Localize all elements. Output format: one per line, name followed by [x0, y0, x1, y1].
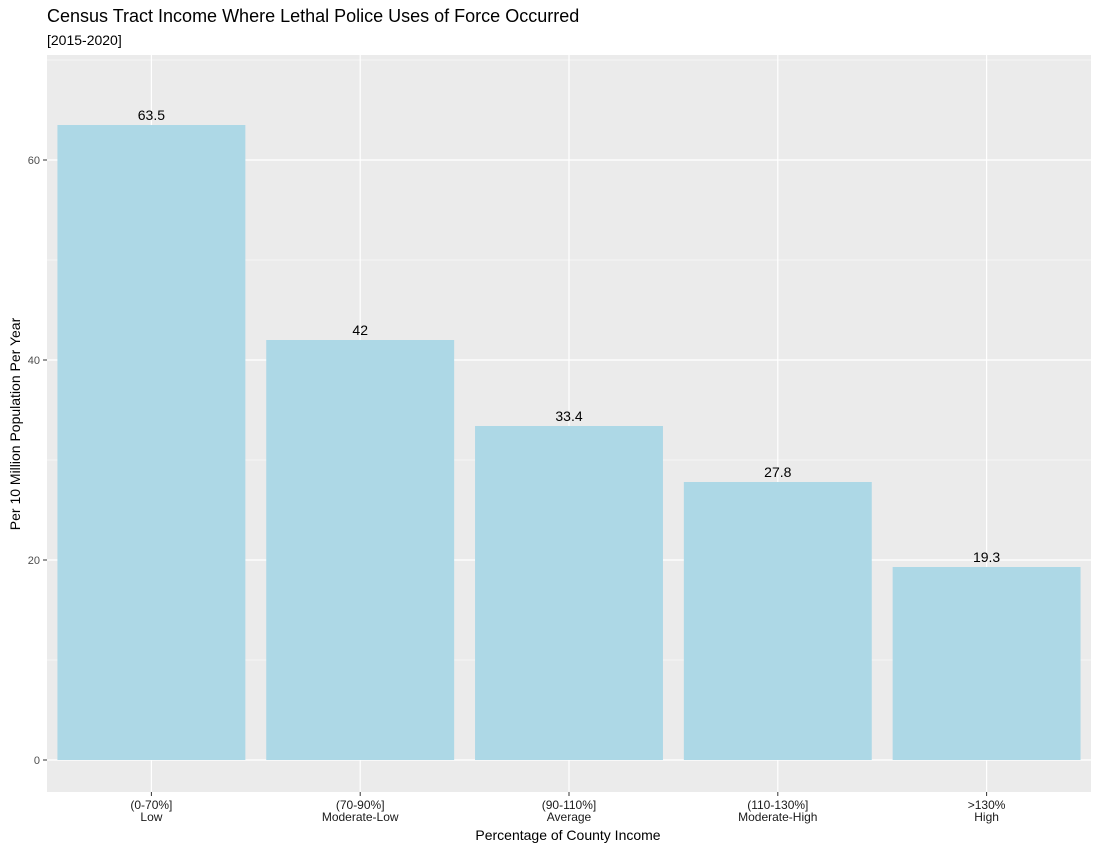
data-labels: 63.5 42 33.4 27.8 19.3: [138, 107, 1001, 565]
x-tick-label-range: (90-110%]: [542, 798, 596, 812]
x-tick-label-name: Low: [140, 810, 162, 824]
bar: [266, 340, 455, 760]
data-label: 63.5: [138, 107, 165, 123]
y-axis: 0 20 40 60: [28, 155, 47, 767]
chart-subtitle: [2015-2020]: [47, 32, 122, 48]
data-label: 27.8: [764, 464, 791, 480]
x-tick-label-name: High: [974, 810, 999, 824]
chart-title: Census Tract Income Where Lethal Police …: [47, 6, 579, 26]
x-tick-label-range: >130%: [968, 798, 1006, 812]
y-tick-label: 20: [28, 555, 40, 567]
bar: [57, 125, 246, 760]
bar: [892, 567, 1081, 760]
data-label: 42: [352, 322, 368, 338]
bars: [57, 125, 1081, 760]
bar: [683, 482, 872, 760]
y-tick-label: 40: [28, 355, 40, 367]
y-axis-title: Per 10 Million Population Per Year: [7, 317, 23, 530]
x-tick-label-range: (0-70%]: [130, 798, 172, 812]
bar: [475, 426, 663, 760]
x-tick-label-range: (110-130%]: [747, 798, 808, 812]
x-tick-label-name: Average: [547, 810, 592, 824]
x-tick-label-name: Moderate-Low: [322, 810, 399, 824]
x-axis-title: Percentage of County Income: [475, 827, 660, 843]
y-tick-label: 0: [34, 755, 40, 767]
x-axis: (0-70%]Low (70-90%]Moderate-Low (90-110%]A…: [130, 792, 1006, 824]
data-label: 33.4: [555, 408, 582, 424]
x-tick-label-name: Moderate-High: [738, 810, 817, 824]
x-tick-label-range: (70-90%]: [336, 798, 385, 812]
y-tick-label: 60: [28, 155, 40, 167]
data-label: 19.3: [973, 549, 1000, 565]
